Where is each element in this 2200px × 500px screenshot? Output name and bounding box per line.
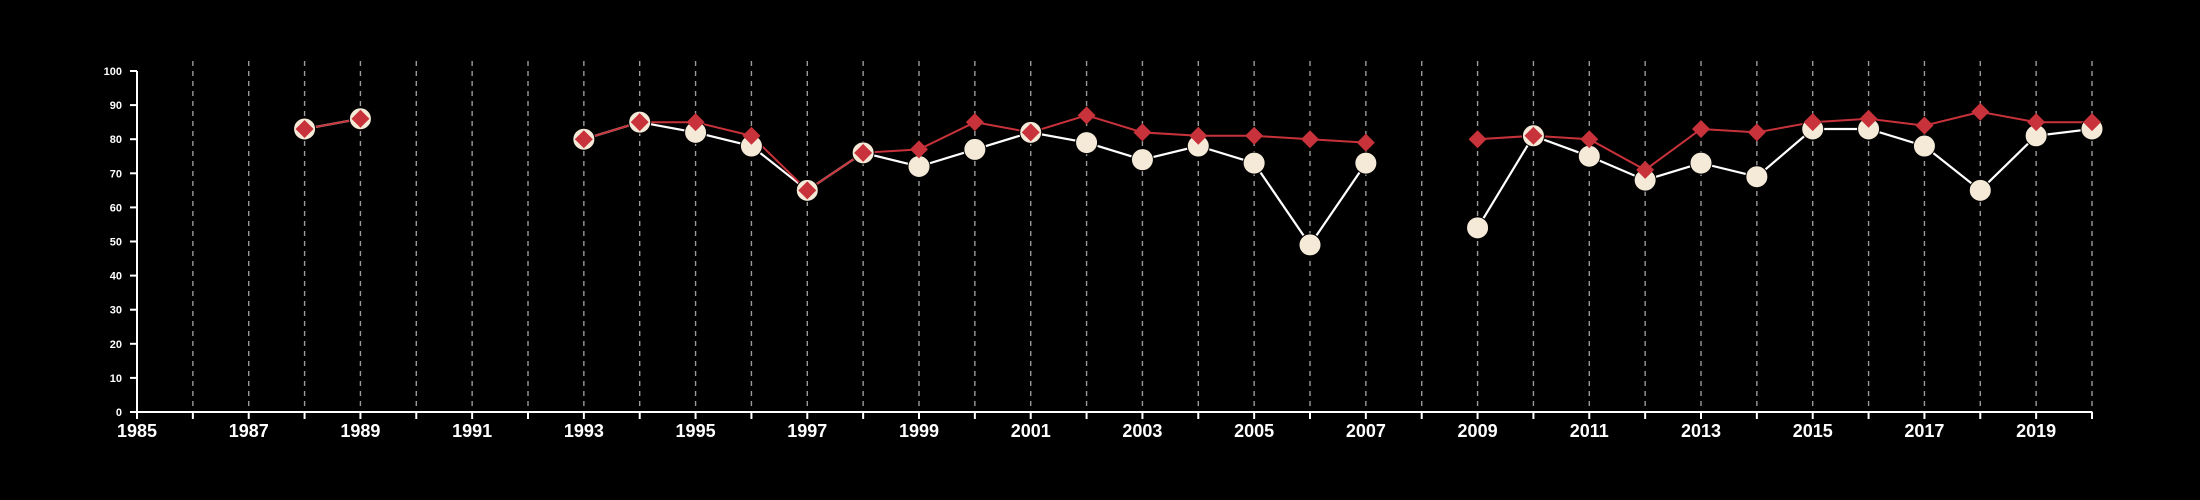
- x-tick-label-2011: 2011: [1570, 421, 1609, 441]
- x-tick-label-2013: 2013: [1681, 421, 1721, 441]
- point-s1-2017: [1915, 116, 1934, 135]
- point-s1-2000: [965, 113, 984, 132]
- axes: [130, 70, 2093, 419]
- x-tick-label-1989: 1989: [340, 421, 380, 441]
- y-tick-label-40: 40: [110, 271, 122, 283]
- point-s1-2003: [1133, 123, 1152, 142]
- y-tick-label-100: 100: [104, 66, 122, 78]
- y-tick-label-80: 80: [110, 134, 122, 146]
- x-tick-label-1991: 1991: [452, 421, 492, 441]
- point-s0-2018: [1968, 178, 1992, 202]
- x-tick-label-1993: 1993: [564, 421, 604, 441]
- point-s0-2014: [1745, 165, 1769, 189]
- point-s0-2002: [1075, 131, 1099, 155]
- series-markers: [293, 102, 2104, 257]
- x-tick-label-2009: 2009: [1458, 421, 1498, 441]
- vertical-gridlines: [192, 61, 2093, 412]
- x-tick-label-2001: 2001: [1011, 421, 1051, 441]
- point-s1-1998: [854, 143, 873, 162]
- point-s1-2005: [1245, 126, 1264, 145]
- x-tick-label-2017: 2017: [1904, 421, 1944, 441]
- y-tick-label-0: 0: [116, 407, 122, 419]
- point-s1-2013: [1692, 119, 1710, 138]
- x-tick-label-2003: 2003: [1122, 421, 1162, 441]
- y-tick-label-20: 20: [110, 339, 122, 351]
- point-s1-1995: [686, 113, 705, 132]
- y-tick-label-50: 50: [110, 237, 122, 249]
- tick-labels: 0 10 20 30 40 50 60 70 80 90 100 1985 1987 1989 1991 19…: [104, 66, 2057, 441]
- point-s0-2000: [963, 137, 987, 161]
- x-tick-label-1987: 1987: [229, 421, 269, 441]
- y-tick-label-30: 30: [110, 305, 122, 317]
- point-s1-2015: [1803, 113, 1822, 132]
- y-tick-label-70: 70: [110, 168, 122, 180]
- point-s0-2003: [1130, 148, 1154, 172]
- point-s0-2011: [1577, 144, 1601, 168]
- point-s1-2002: [1077, 106, 1096, 125]
- x-tick-label-2019: 2019: [2016, 421, 2056, 441]
- point-s1-2016: [1859, 109, 1878, 128]
- point-s0-2009: [1466, 216, 1490, 240]
- x-tick-label-1995: 1995: [676, 421, 716, 441]
- point-s1-1996: [742, 126, 761, 145]
- point-s1-1993: [574, 130, 593, 149]
- point-s1-2011: [1580, 130, 1599, 149]
- point-s0-1999: [907, 154, 931, 178]
- point-s1-2020: [2083, 113, 2101, 132]
- point-s1-2012: [1636, 160, 1655, 179]
- point-s1-2010: [1524, 126, 1543, 145]
- y-tick-label-10: 10: [110, 373, 122, 385]
- point-s1-1999: [910, 140, 928, 159]
- point-s1-2004: [1189, 126, 1208, 145]
- point-s1-2009: [1468, 130, 1487, 149]
- point-s0-2005: [1242, 151, 1266, 175]
- point-s0-2006: [1298, 233, 1322, 257]
- point-s1-2006: [1301, 130, 1319, 149]
- point-s1-2001: [1021, 123, 1040, 142]
- point-s0-2017: [1912, 134, 1936, 158]
- point-s1-2018: [1971, 102, 1990, 121]
- y-tick-label-60: 60: [110, 202, 122, 214]
- point-s1-1988: [295, 119, 314, 138]
- x-tick-label-1985: 1985: [117, 421, 157, 441]
- y-tick-label-90: 90: [110, 100, 122, 112]
- point-s1-2019: [2027, 113, 2046, 132]
- point-s1-1994: [630, 113, 649, 132]
- series-1-line-2: [1477, 110, 2092, 172]
- point-s1-2007: [1356, 133, 1375, 152]
- x-tick-label-2007: 2007: [1346, 421, 1386, 441]
- x-tick-label-2015: 2015: [1793, 421, 1833, 441]
- point-s0-2007: [1354, 151, 1378, 175]
- x-tick-label-1999: 1999: [899, 421, 939, 441]
- point-s1-1989: [351, 109, 370, 128]
- point-s0-2013: [1689, 151, 1713, 175]
- point-s1-2014: [1747, 123, 1766, 142]
- x-tick-label-1997: 1997: [787, 421, 827, 441]
- x-tick-label-2005: 2005: [1234, 421, 1274, 441]
- point-s1-1997: [798, 181, 817, 200]
